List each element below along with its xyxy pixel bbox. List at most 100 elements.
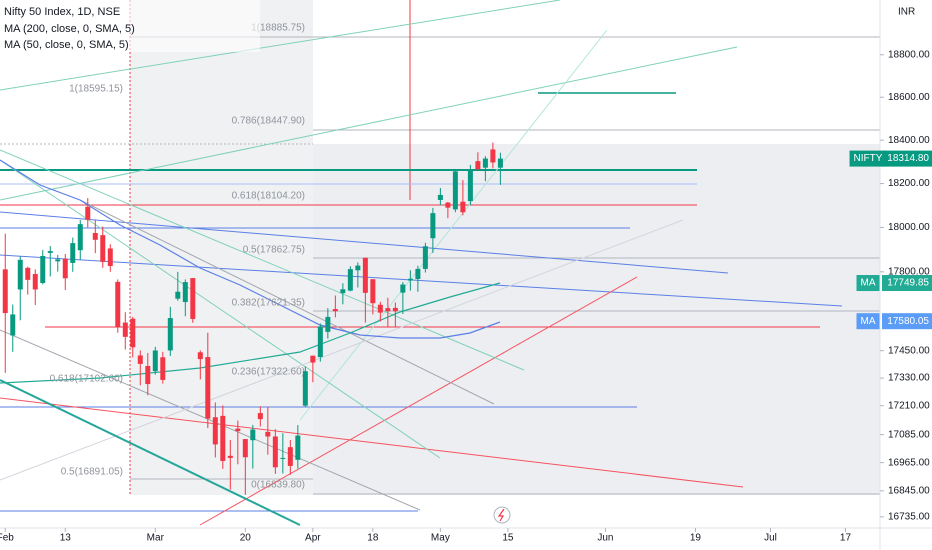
trend-line: [0, 254, 843, 307]
y-unit: INR: [898, 7, 915, 18]
candle-body: [25, 267, 31, 280]
candle-body: [212, 417, 218, 445]
candle-body: [182, 282, 188, 303]
candle-body: [490, 149, 496, 163]
fib-label: 0.236(17322.60): [232, 367, 305, 378]
candle-body: [355, 265, 361, 271]
candle-body: [400, 284, 406, 293]
price-tag-name-bg: [856, 313, 880, 330]
candle-body: [422, 246, 428, 269]
y-tick-label: 17085.00: [888, 429, 930, 440]
alert-bolt[interactable]: [497, 508, 505, 522]
candle-body: [302, 371, 308, 406]
alert-circle[interactable]: [493, 506, 511, 524]
x-tick-label: May: [431, 533, 450, 544]
trend-line: [299, 29, 608, 421]
shaded-region: [130, 0, 313, 495]
trend-line: [0, 329, 421, 511]
candle-body: [475, 161, 481, 170]
candle-body: [145, 365, 151, 385]
ma-50: [0, 159, 501, 339]
candle-body: [257, 413, 263, 420]
y-tick-label: 18800.00: [888, 49, 930, 60]
candle-body: [10, 314, 16, 336]
candle-body: [70, 243, 76, 263]
drawings: [0, 0, 880, 526]
y-tick-label: 18200.00: [888, 178, 930, 189]
candle-body: [100, 235, 106, 262]
x-tick-label: Mar: [147, 533, 165, 544]
price-tag-label: 17580.05: [887, 316, 929, 327]
fib-box: [313, 144, 880, 495]
candle-body: [430, 213, 436, 239]
candle-body: [385, 308, 391, 312]
candle-body: [415, 268, 421, 279]
price-tag-name-bg: [849, 150, 887, 167]
candle-body: [370, 279, 376, 304]
fib-label: 0.5(16891.05): [61, 467, 123, 478]
fib-label: 0.382(17621.35): [232, 298, 305, 309]
fib-label: 1(18885.75): [251, 23, 305, 34]
candle-body: [160, 357, 166, 380]
price-tag-label: 18314.80: [887, 153, 929, 164]
trend-line: [79, 199, 495, 405]
x-tick-label: 13: [60, 533, 72, 544]
legend-entry: MA (50, close, 0, SMA, 5): [4, 39, 129, 51]
trend-line: [0, 159, 441, 459]
x-tick-label: Apr: [305, 533, 321, 544]
candle-body: [272, 436, 278, 468]
candle-body: [40, 256, 46, 283]
x-tick-label: Feb: [0, 533, 14, 544]
candle-body: [197, 352, 203, 360]
candle-body: [77, 224, 83, 251]
candle-body: [55, 259, 61, 262]
fib-labels: 1(18885.75) 1(18595.15) 0.786(18447.90) …: [50, 23, 305, 491]
price-tag: [882, 150, 932, 167]
candle-body: [2, 269, 8, 314]
candle-body: [242, 439, 248, 458]
legend-bg: [0, 0, 260, 52]
candle-body: [220, 415, 226, 461]
candle-body: [152, 350, 158, 372]
y-tick-label: 17450.00: [888, 345, 930, 356]
candle-body: [340, 289, 346, 294]
candle-body: [497, 158, 503, 168]
candle-body: [250, 429, 256, 441]
alert-icon[interactable]: [493, 506, 511, 524]
y-tick-label: 17800.00: [888, 266, 930, 277]
x-tick-label: 18: [367, 533, 379, 544]
candle-body: [122, 322, 128, 337]
price-tag: [882, 275, 932, 292]
fib-label: 1(18595.15): [69, 84, 123, 95]
candle-body: [280, 457, 286, 459]
fib-label: 0(16839.80): [251, 480, 305, 491]
candle-body: [17, 259, 23, 290]
trend-line: [0, 211, 729, 274]
trend-line: [0, 219, 684, 481]
candle-body: [317, 326, 323, 358]
candle-body: [47, 251, 53, 253]
fib-label: 0.786(18447.90): [232, 116, 305, 127]
chart-title: Nifty 50 Index, 1D, NSE: [4, 6, 120, 18]
candle-body: [62, 258, 68, 279]
candle-body: [392, 307, 398, 312]
candle-body: [482, 158, 488, 168]
x-tick-label: Jul: [764, 533, 777, 544]
candle-body: [310, 355, 316, 363]
y-tick-label: 16735.00: [888, 511, 930, 522]
y-tick-label: 18600.00: [888, 92, 930, 103]
fib-label: 0.618(18104.20): [232, 191, 305, 202]
price-tag-name: MA: [861, 316, 876, 327]
candle-body: [377, 304, 383, 313]
candle-body: [325, 316, 331, 332]
y-tick-label: 16845.00: [888, 485, 930, 496]
candle-body: [227, 455, 233, 458]
x-tick-label: 17: [840, 533, 852, 544]
x-tick-label: Jun: [597, 533, 613, 544]
candle-body: [130, 318, 136, 348]
fib-label: 0.618(17102.60): [50, 374, 123, 385]
candle-body: [115, 281, 121, 328]
price-tag-name: NIFTY: [854, 153, 883, 164]
candle-body: [407, 278, 413, 281]
